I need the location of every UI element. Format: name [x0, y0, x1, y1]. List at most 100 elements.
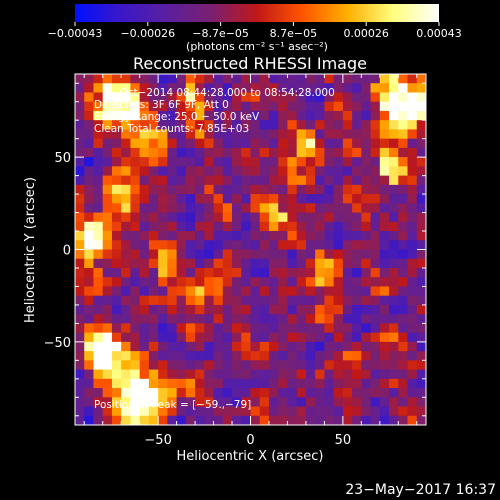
heatmap-cell — [121, 203, 131, 213]
heatmap-cell — [222, 341, 233, 352]
heatmap-cell — [148, 397, 159, 407]
heatmap-cell — [268, 240, 279, 250]
heatmap-cell — [222, 360, 233, 370]
heatmap-cell — [102, 332, 113, 343]
heatmap-cell — [361, 101, 371, 112]
heatmap-cell — [222, 138, 233, 149]
heatmap-cell — [324, 314, 335, 324]
heatmap-cell — [259, 74, 270, 84]
heatmap-cell — [93, 258, 104, 269]
colorbar-tick-label: −0.00043 — [48, 27, 103, 40]
heatmap-cell — [268, 231, 279, 241]
heatmap-cell — [305, 92, 316, 103]
heatmap-cell — [185, 378, 196, 389]
heatmap-cell — [324, 258, 335, 269]
heatmap-cell — [204, 397, 214, 407]
heatmap-cell — [213, 110, 224, 121]
heatmap-cell — [158, 332, 168, 343]
heatmap-cell — [167, 194, 178, 204]
heatmap-cell — [416, 184, 426, 195]
heatmap-cell — [130, 221, 141, 232]
heatmap-cell — [241, 101, 251, 112]
heatmap-cell — [361, 184, 371, 195]
heatmap-cell — [268, 286, 279, 297]
heatmap-cell — [102, 157, 113, 167]
heatmap-cell — [213, 369, 224, 380]
heatmap-cell — [176, 378, 187, 389]
heatmap-cell — [259, 388, 270, 398]
heatmap-cell — [398, 314, 408, 324]
heatmap-cell — [305, 249, 316, 260]
heatmap-cell — [416, 175, 426, 186]
heatmap-cell — [287, 138, 298, 149]
heatmap-cell — [398, 286, 408, 297]
heatmap-cell — [232, 110, 242, 121]
heatmap-cell — [278, 231, 288, 241]
heatmap-cell — [84, 203, 94, 213]
heatmap-cell — [342, 147, 353, 158]
heatmap-cell — [158, 175, 168, 186]
heatmap-cell — [250, 203, 261, 213]
heatmap-cell — [296, 157, 307, 167]
heatmap-cell — [121, 129, 131, 140]
heatmap-cell — [130, 110, 141, 121]
heatmap-cell — [398, 258, 408, 269]
heatmap-cell — [158, 120, 168, 130]
heatmap-cell — [176, 157, 187, 167]
heatmap-cell — [324, 295, 335, 306]
heatmap-cell — [398, 378, 408, 389]
heatmap-cell — [121, 267, 131, 278]
heatmap-cell — [75, 378, 85, 389]
heatmap-cell — [84, 323, 94, 334]
heatmap-cell — [250, 231, 261, 241]
heatmap-cell — [111, 212, 122, 223]
heatmap-cell — [278, 258, 288, 269]
heatmap-cell — [158, 221, 168, 232]
heatmap-cell — [398, 397, 408, 407]
heatmap-cell — [361, 314, 371, 324]
heatmap-cell — [185, 314, 196, 324]
heatmap-cell — [361, 249, 371, 260]
info-annotation: Energy Range: 25.0 − 50.0 keV — [94, 111, 260, 123]
heatmap-cell — [278, 74, 288, 84]
heatmap-cell — [342, 314, 353, 324]
heatmap-cell — [250, 184, 261, 195]
heatmap-cell — [130, 203, 141, 213]
heatmap-cell — [84, 388, 94, 398]
heatmap-cell — [204, 175, 214, 186]
heatmap-cell — [389, 267, 399, 278]
heatmap-cell — [398, 249, 408, 260]
heatmap-cell — [268, 184, 279, 195]
heatmap-cell — [213, 157, 224, 167]
heatmap-cell — [287, 110, 298, 121]
heatmap-cell — [398, 129, 408, 140]
heatmap-cell — [315, 304, 325, 315]
heatmap-cell — [121, 277, 131, 287]
heatmap-cell — [213, 92, 224, 103]
heatmap-cell — [278, 341, 288, 352]
heatmap-cell — [241, 212, 251, 223]
heatmap-cell — [278, 323, 288, 334]
heatmap-cell — [121, 360, 131, 370]
heatmap-cell — [111, 277, 122, 287]
heatmap-cell — [342, 240, 353, 250]
heatmap-cell — [278, 110, 288, 121]
heatmap-cell — [407, 267, 418, 278]
heatmap-cell — [102, 295, 113, 306]
heatmap-cell — [75, 83, 85, 93]
heatmap-cell — [121, 341, 131, 352]
heatmap-cell — [287, 120, 298, 130]
heatmap-cell — [342, 277, 353, 287]
heatmap-cell — [324, 249, 335, 260]
heatmap-cell — [167, 249, 178, 260]
heatmap-cell — [167, 129, 178, 140]
heatmap-cell — [176, 314, 187, 324]
heatmap-cell — [158, 129, 168, 140]
heatmap-cell — [139, 415, 150, 425]
heatmap-cell — [111, 341, 122, 352]
heatmap-cell — [75, 332, 85, 343]
heatmap-cell — [287, 249, 298, 260]
heatmap-cell — [416, 212, 426, 223]
heatmap-cell — [250, 175, 261, 186]
heatmap-cell — [407, 304, 418, 315]
